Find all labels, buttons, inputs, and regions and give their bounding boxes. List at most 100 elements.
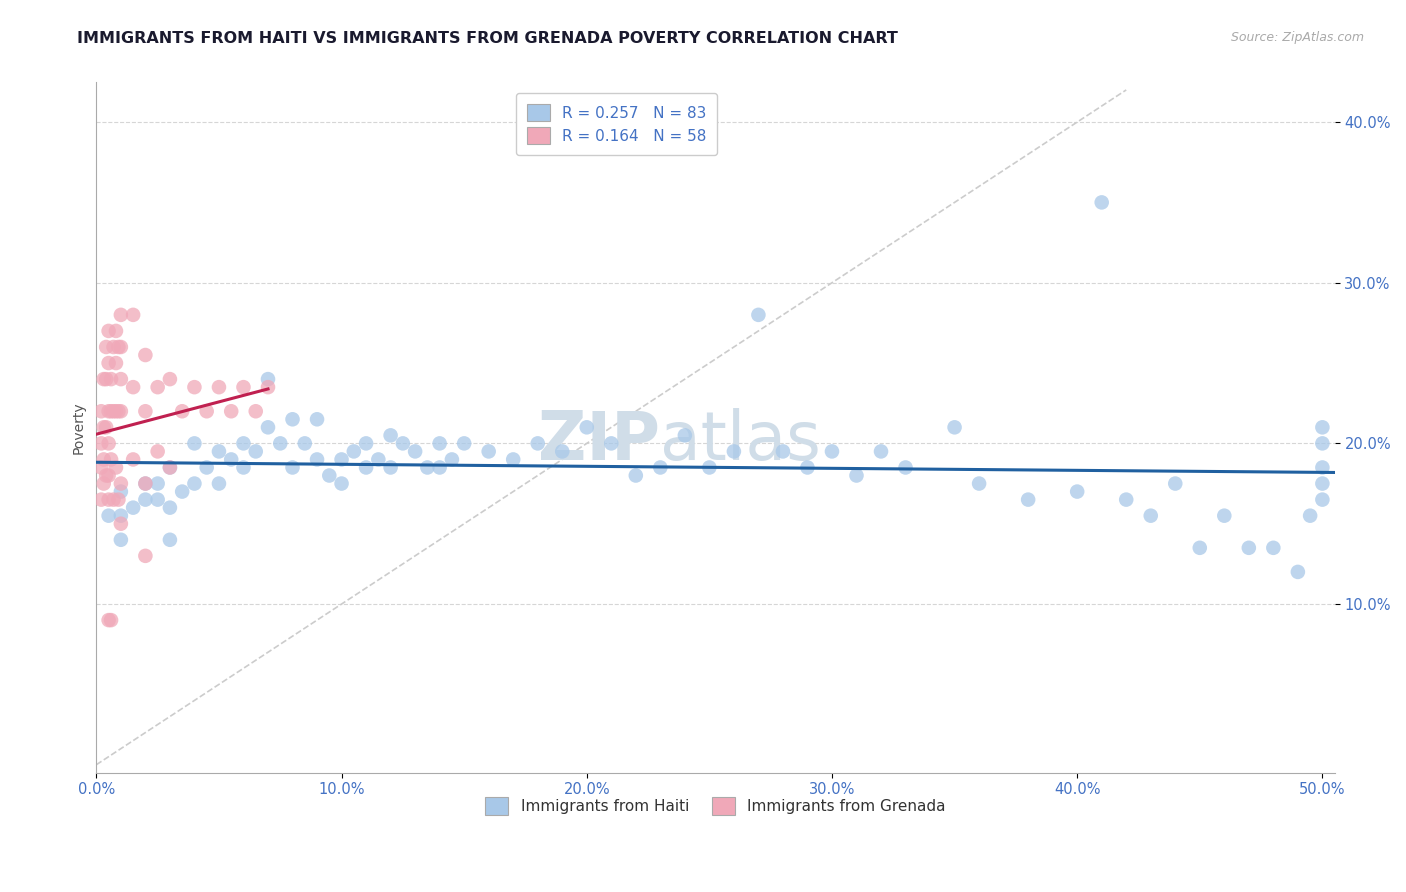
- Point: [294, 436, 316, 450]
- Point: [100, 452, 122, 467]
- Point: [208, 444, 231, 458]
- Point: [110, 484, 132, 499]
- Point: [195, 460, 218, 475]
- Point: [107, 404, 129, 418]
- Point: [93, 452, 115, 467]
- Point: [551, 444, 574, 458]
- Point: [146, 444, 169, 458]
- Point: [526, 436, 548, 450]
- Point: [93, 476, 115, 491]
- Point: [122, 308, 145, 322]
- Point: [1139, 508, 1161, 523]
- Point: [208, 380, 231, 394]
- Point: [1312, 436, 1334, 450]
- Point: [97, 492, 120, 507]
- Point: [107, 340, 129, 354]
- Point: [330, 476, 353, 491]
- Point: [1213, 508, 1236, 523]
- Point: [845, 468, 868, 483]
- Point: [1299, 508, 1322, 523]
- Point: [821, 444, 844, 458]
- Point: [416, 460, 439, 475]
- Point: [257, 380, 280, 394]
- Point: [354, 436, 377, 450]
- Point: [1312, 420, 1334, 434]
- Point: [354, 460, 377, 475]
- Point: [97, 468, 120, 483]
- Point: [367, 452, 389, 467]
- Point: [575, 420, 598, 434]
- Point: [134, 404, 156, 418]
- Point: [96, 468, 118, 483]
- Point: [380, 460, 402, 475]
- Point: [245, 404, 267, 418]
- Point: [97, 436, 120, 450]
- Point: [146, 492, 169, 507]
- Text: ZIP: ZIP: [537, 409, 659, 475]
- Point: [90, 436, 112, 450]
- Point: [96, 420, 118, 434]
- Point: [1312, 460, 1334, 475]
- Point: [478, 444, 501, 458]
- Point: [281, 412, 304, 426]
- Point: [110, 372, 132, 386]
- Point: [440, 452, 463, 467]
- Point: [429, 460, 451, 475]
- Point: [103, 492, 125, 507]
- Point: [305, 452, 328, 467]
- Point: [90, 404, 112, 418]
- Point: [90, 460, 112, 475]
- Point: [96, 372, 118, 386]
- Point: [104, 324, 127, 338]
- Point: [159, 372, 181, 386]
- Point: [305, 412, 328, 426]
- Point: [122, 380, 145, 394]
- Point: [107, 492, 129, 507]
- Point: [380, 428, 402, 442]
- Point: [232, 380, 254, 394]
- Point: [796, 460, 818, 475]
- Point: [110, 508, 132, 523]
- Point: [96, 340, 118, 354]
- Point: [134, 476, 156, 491]
- Point: [219, 404, 242, 418]
- Point: [1188, 541, 1211, 555]
- Point: [110, 516, 132, 531]
- Point: [699, 460, 721, 475]
- Point: [146, 476, 169, 491]
- Point: [159, 460, 181, 475]
- Point: [318, 468, 340, 483]
- Point: [97, 324, 120, 338]
- Point: [453, 436, 475, 450]
- Point: [1237, 541, 1260, 555]
- Point: [624, 468, 647, 483]
- Point: [772, 444, 794, 458]
- Point: [146, 380, 169, 394]
- Point: [1066, 484, 1088, 499]
- Point: [103, 340, 125, 354]
- Point: [894, 460, 917, 475]
- Point: [870, 444, 893, 458]
- Point: [429, 436, 451, 450]
- Point: [172, 404, 194, 418]
- Point: [404, 444, 426, 458]
- Point: [343, 444, 366, 458]
- Point: [392, 436, 415, 450]
- Point: [97, 356, 120, 370]
- Point: [183, 436, 205, 450]
- Point: [650, 460, 672, 475]
- Point: [967, 476, 990, 491]
- Point: [232, 436, 254, 450]
- Point: [110, 340, 132, 354]
- Point: [100, 372, 122, 386]
- Point: [245, 444, 267, 458]
- Point: [97, 613, 120, 627]
- Point: [269, 436, 291, 450]
- Point: [183, 476, 205, 491]
- Point: [97, 404, 120, 418]
- Point: [122, 452, 145, 467]
- Point: [104, 356, 127, 370]
- Point: [103, 404, 125, 418]
- Point: [134, 348, 156, 362]
- Point: [90, 492, 112, 507]
